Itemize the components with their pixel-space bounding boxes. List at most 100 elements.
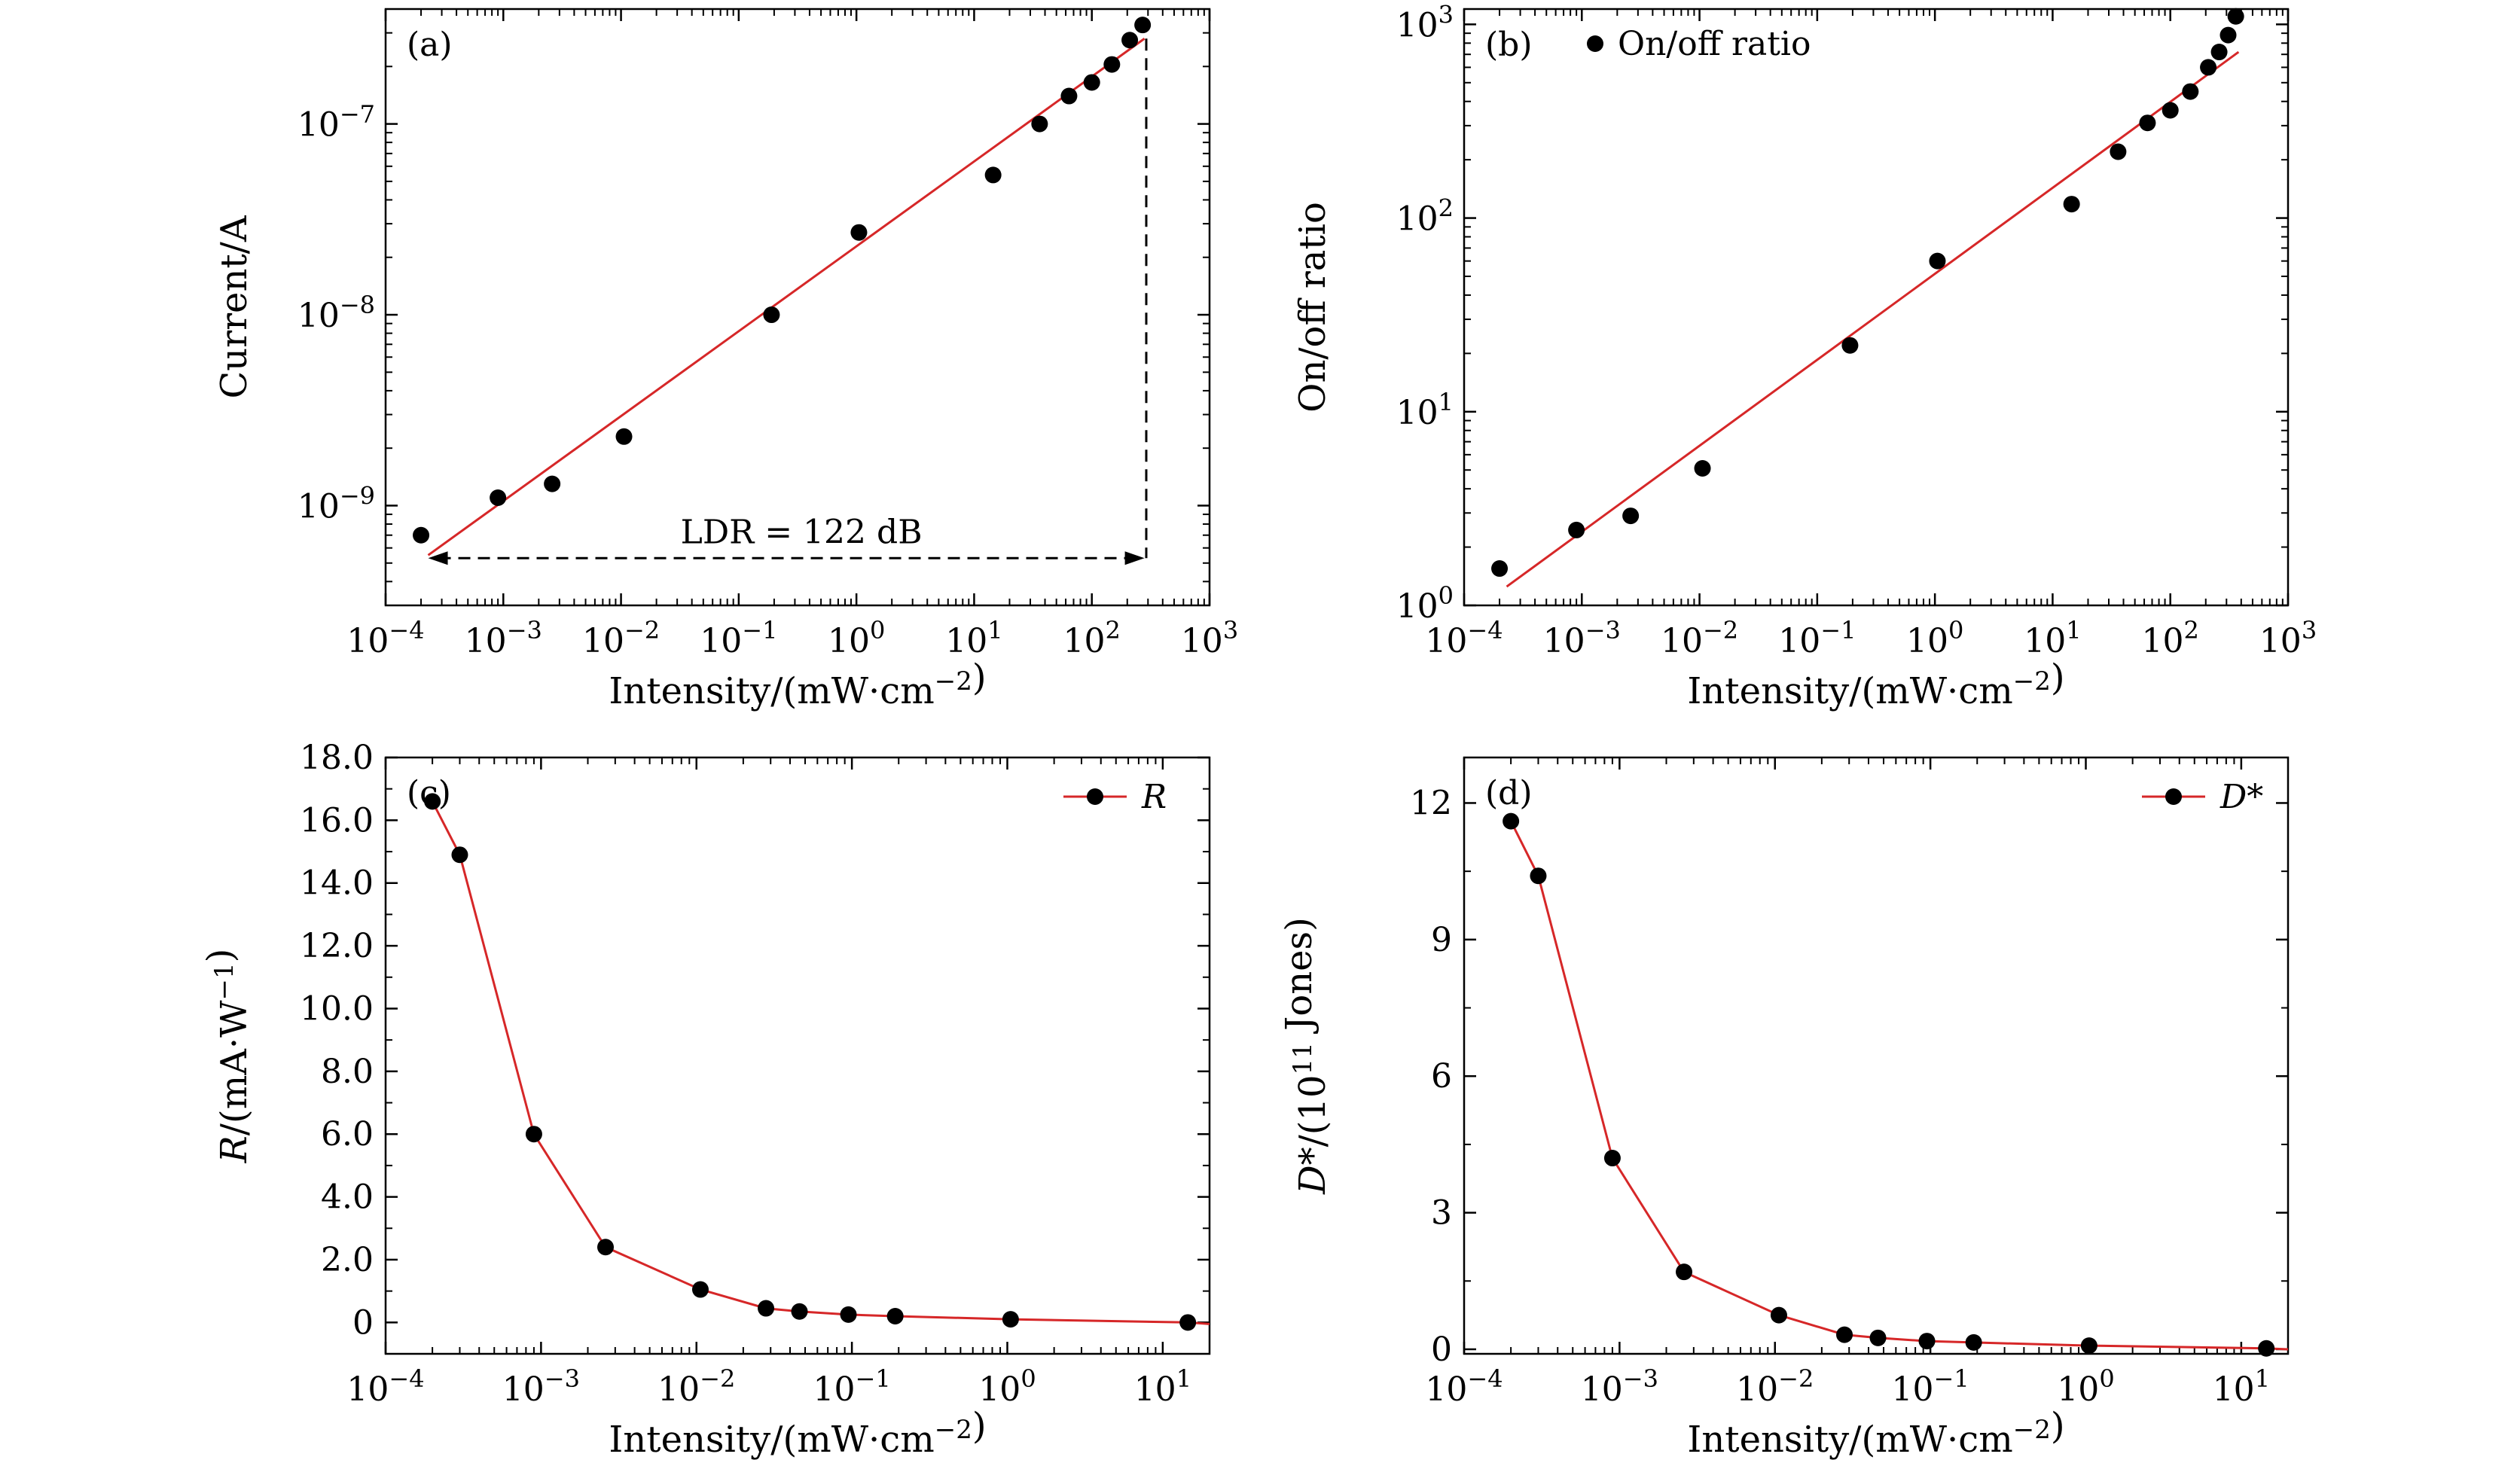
legend-marker: [2165, 788, 2182, 805]
legend-marker: [1087, 788, 1103, 805]
panel-label: (b): [1485, 26, 1533, 64]
x-tick-label: 101: [945, 616, 1002, 660]
data-point: [1103, 56, 1121, 73]
data-point: [1491, 560, 1509, 578]
data-point: [2182, 83, 2199, 100]
ldr-arrow-left: [428, 551, 448, 565]
y-tick-label: 16.0: [300, 801, 374, 840]
plot-frame: [384, 756, 1211, 1355]
x-tick-label: 101: [1134, 1364, 1191, 1409]
data-point: [2162, 102, 2179, 119]
x-tick-label: 100: [978, 1364, 1036, 1409]
data-point: [763, 306, 780, 324]
legend-marker: [1587, 35, 1603, 52]
data-point: [840, 1306, 857, 1323]
y-axis-label: On/off ratio: [1292, 202, 1334, 413]
x-tick-label: 10−4: [346, 616, 424, 660]
y-tick-label: 10−9: [297, 481, 375, 526]
data-point: [1179, 1314, 1197, 1331]
data-point: [1770, 1306, 1787, 1324]
legend-label: D*: [2219, 778, 2263, 816]
y-tick-label: 2.0: [321, 1241, 374, 1279]
data-point: [1060, 87, 1078, 105]
x-tick-label: 10−3: [1581, 1364, 1658, 1409]
x-tick-label: 100: [1906, 616, 1963, 660]
y-tick-label: 101: [1396, 388, 1454, 432]
data-point: [850, 224, 868, 241]
data-point: [1083, 74, 1100, 91]
y-tick-label: 4.0: [321, 1178, 374, 1217]
y-tick-label: 14.0: [300, 864, 374, 903]
data-point: [1965, 1334, 1982, 1351]
x-tick-label: 10−2: [1736, 1364, 1814, 1409]
panel-a: 10−4 10−3 10−2 10−1 100 101 102 103 10−9 10−8 10−7…: [213, 8, 1238, 712]
x-tick-label: 10−3: [502, 1364, 580, 1409]
fit-line: [1506, 50, 2240, 588]
x-tick-label: 101: [2213, 1364, 2270, 1409]
legend-label: On/off ratio: [1618, 25, 1811, 63]
series-line: [431, 800, 1210, 1325]
panel-b: 10−4 10−3 10−2 10−1 100 101 102 103 100 101 102 103…: [1292, 0, 2317, 712]
data-point: [544, 475, 561, 492]
y-tick-label: 6.0: [321, 1115, 374, 1154]
x-axis-label: Intensity/(mW·cm−2): [1687, 1405, 2064, 1460]
x-tick-label: 10−4: [1425, 1364, 1503, 1409]
data-point: [2219, 26, 2237, 44]
data-point: [1121, 32, 1139, 49]
x-tick-label: 10−2: [1661, 616, 1738, 660]
data-point: [424, 793, 441, 810]
data-point: [2063, 196, 2080, 213]
y-tick-label: 0: [1431, 1330, 1452, 1369]
data-point: [1694, 460, 1711, 477]
data-point: [2258, 1340, 2275, 1357]
x-tick-label: 10−2: [657, 1364, 735, 1409]
x-tick-label: 10−2: [582, 616, 660, 660]
data-point: [1676, 1263, 1693, 1281]
data-point: [984, 166, 1002, 184]
y-tick-label: 12: [1410, 784, 1452, 822]
x-tick-label: 10−1: [1892, 1364, 1969, 1409]
data-point: [1031, 115, 1048, 133]
y-tick-label: 10−7: [297, 100, 375, 145]
panel-c: 10−4 10−3 10−2 10−1 100 101 0 2.0 4.0 6.0 8.0 10.0 1…: [200, 739, 1211, 1460]
x-tick-label: 10−1: [813, 1364, 891, 1409]
x-tick-label: 102: [2142, 616, 2199, 660]
y-tick-label: 10.0: [300, 989, 374, 1028]
data-point: [1836, 1326, 1853, 1343]
data-point: [886, 1307, 904, 1324]
data-point: [758, 1300, 775, 1317]
x-axis-label: Intensity/(mW·cm−2): [609, 657, 986, 712]
x-axis-label: Intensity/(mW·cm−2): [609, 1405, 986, 1460]
data-point: [490, 489, 507, 506]
y-tick-label: 102: [1396, 194, 1454, 239]
y-tick-label: 9: [1431, 921, 1452, 959]
ldr-arrow-right: [1124, 551, 1145, 565]
data-point: [1530, 867, 1547, 885]
data-point: [1622, 507, 1640, 525]
x-tick-label: 10−4: [1425, 616, 1503, 660]
data-point: [597, 1239, 615, 1256]
y-tick-label: 3: [1431, 1194, 1452, 1233]
data-point: [451, 846, 468, 864]
data-point: [1869, 1329, 1887, 1346]
data-point: [413, 526, 430, 544]
data-point: [2210, 44, 2228, 61]
y-tick-label: 8.0: [321, 1053, 374, 1091]
data-point: [1929, 252, 1946, 270]
x-tick-label: 10−4: [346, 1364, 424, 1409]
legend-label: R: [1141, 778, 1167, 816]
data-point: [2200, 59, 2217, 76]
y-tick-label: 103: [1396, 0, 1454, 44]
data-point: [1918, 1333, 1936, 1350]
data-point: [1603, 1150, 1621, 1167]
data-point: [2110, 143, 2127, 160]
data-point: [1503, 812, 1520, 830]
series-line: [1509, 820, 2289, 1351]
y-tick-label: 6: [1431, 1057, 1452, 1096]
plot-frame: [384, 8, 1211, 607]
data-point: [1134, 17, 1152, 34]
y-axis-label: D*/(1011 Jones): [1278, 917, 1334, 1195]
y-axis-label: R/(mA·W−1): [200, 949, 255, 1164]
x-tick-label: 103: [2259, 616, 2317, 660]
